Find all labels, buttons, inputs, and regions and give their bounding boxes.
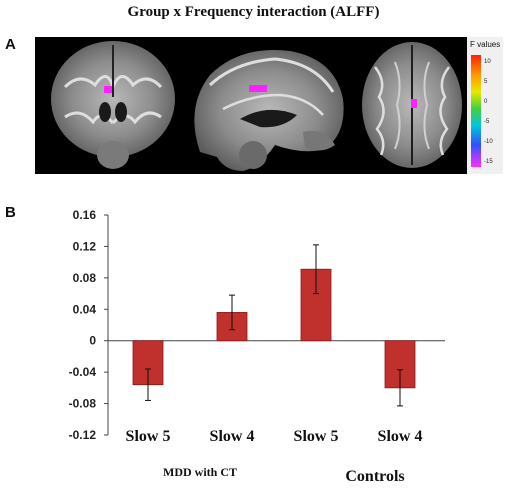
colorbar-title: F values (470, 40, 500, 49)
group-label: MDD with CT (163, 465, 237, 479)
colorbar-gradient (471, 55, 481, 167)
y-tick-label: -0.12 (69, 428, 97, 442)
activation-cluster (411, 99, 417, 108)
category-label: Slow 5 (294, 428, 339, 445)
category-label: Slow 5 (126, 428, 171, 445)
category-label: Slow 4 (210, 428, 255, 445)
colorbar-tick: 0 (484, 99, 488, 105)
colorbar-tick: 10 (484, 59, 491, 65)
axial-slice (362, 42, 462, 168)
category-label: Slow 4 (378, 428, 423, 445)
panel-a-label: A (5, 36, 16, 53)
colorbar: F values 10 5 0 -5 -10 -15 (467, 37, 503, 174)
group-label: Controls (345, 468, 404, 485)
activation-cluster (249, 85, 267, 92)
y-tick-label: 0.12 (73, 239, 97, 253)
colorbar-tick: -15 (484, 159, 493, 165)
figure-title: Group x Frequency interaction (ALFF) (127, 4, 380, 20)
sagittal-slice (194, 50, 344, 171)
y-tick-label: 0.08 (73, 271, 97, 285)
colorbar-tick: 5 (484, 79, 488, 85)
colorbar-tick: -10 (484, 139, 493, 145)
y-tick-label: -0.04 (69, 365, 97, 379)
y-tick-label: 0 (89, 334, 96, 348)
brain-slices-panel: F values 10 5 0 -5 -10 -15 (35, 37, 503, 174)
activation-cluster (104, 86, 112, 93)
coronal-slice (51, 41, 175, 169)
y-tick-label: 0.16 (73, 208, 97, 222)
y-tick-label: 0.04 (73, 302, 97, 316)
y-tick-label: -0.08 (69, 397, 97, 411)
panel-b-label: B (5, 204, 16, 221)
bar-chart: 0.16 0.12 0.08 0.04 0 -0.04 -0.08 -0.12 Slow 5 Sl… (69, 208, 445, 485)
colorbar-tick: -5 (484, 119, 490, 125)
